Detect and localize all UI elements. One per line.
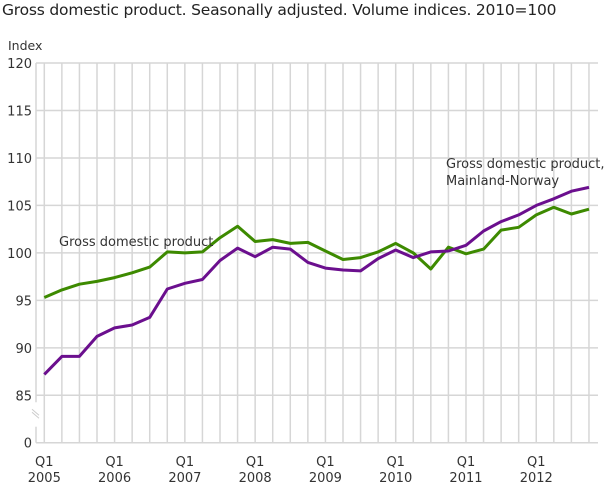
y-tick-label: 90	[15, 342, 32, 357]
x-tick-quarter: Q1	[176, 455, 195, 470]
y-tick-label: 95	[15, 294, 32, 309]
series-line-gdp	[43, 205, 590, 299]
x-tick-year: 2007	[168, 471, 201, 486]
chart-title: Gross domestic product. Seasonally adjus…	[2, 1, 557, 19]
y-axis-label: Index	[8, 38, 42, 53]
axis-break-mark	[31, 408, 40, 416]
series-label-mainland-norway: Mainland-Norway	[446, 174, 559, 189]
x-tick-quarter: Q1	[316, 455, 335, 470]
y-tick-label: 110	[7, 152, 32, 167]
y-tick-label: 0	[24, 437, 32, 452]
series-label-gdp: Gross domestic product	[59, 235, 213, 250]
y-tick-label: 100	[7, 247, 32, 262]
series-label-mainland-norway: Gross domestic product,	[446, 157, 605, 172]
x-tick-year: 2012	[520, 471, 553, 486]
y-tick-label: 120	[7, 57, 32, 72]
x-tick-quarter: Q1	[386, 455, 405, 470]
y-tick-label: 85	[15, 389, 32, 404]
x-tick-quarter: Q1	[457, 455, 476, 470]
x-tick-year: 2005	[28, 471, 61, 486]
x-tick-quarter: Q1	[105, 455, 124, 470]
x-tick-year: 2011	[449, 471, 482, 486]
x-tick-year: 2009	[309, 471, 342, 486]
x-tick-year: 2010	[379, 471, 412, 486]
x-tick-year: 2008	[239, 471, 272, 486]
series-line-mainland-norway	[43, 185, 590, 376]
x-tick-quarter: Q1	[246, 455, 265, 470]
x-tick-quarter: Q1	[35, 455, 54, 470]
y-tick-label: 115	[7, 104, 32, 119]
y-tick-label: 105	[7, 199, 32, 214]
axis-break-mark	[31, 411, 40, 419]
x-tick-quarter: Q1	[527, 455, 546, 470]
x-tick-year: 2006	[98, 471, 131, 486]
